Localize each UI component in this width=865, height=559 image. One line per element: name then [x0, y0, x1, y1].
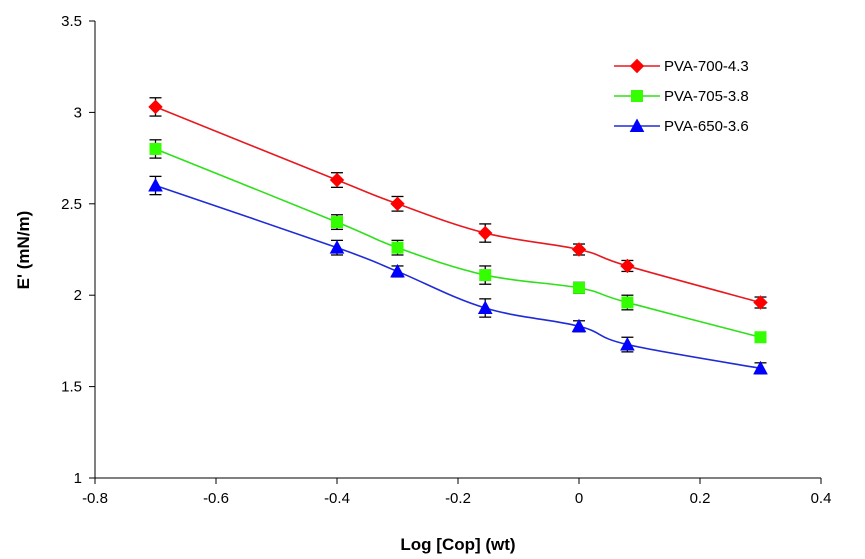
legend-marker [629, 118, 645, 132]
legend-entry-3: PVA-650-3.6 [614, 118, 749, 135]
data-point [753, 295, 768, 310]
data-point [148, 177, 163, 192]
x-tick-label: -0.2 [445, 490, 471, 507]
legend-label: PVA-650-3.6 [664, 118, 749, 135]
y-axis-title: E' (mN/m) [14, 211, 33, 290]
series-1 [148, 97, 768, 310]
data-point [477, 300, 493, 314]
legend-entry-2: PVA-705-3.8 [614, 88, 749, 105]
x-tick-label: -0.6 [203, 490, 229, 507]
data-point [754, 331, 767, 344]
series-line [155, 106, 761, 304]
data-point [573, 281, 585, 294]
y-tick-label: 3 [74, 104, 82, 121]
legend-label: PVA-705-3.8 [664, 88, 749, 105]
y-tick-label: 3.5 [61, 13, 82, 30]
x-tick-label: -0.8 [82, 490, 108, 507]
x-tick-label: -0.4 [324, 490, 350, 507]
data-point [571, 318, 587, 333]
data-point [391, 241, 404, 254]
legend-marker [631, 90, 643, 102]
data-point [390, 263, 405, 278]
data-point [149, 142, 162, 155]
legend: PVA-700-4.3 PVA-705-3.8 PVA-650-3.6 [614, 58, 749, 135]
data-point [620, 258, 635, 274]
data-point [753, 360, 768, 375]
series-line [155, 148, 761, 339]
y-tick-label: 2.5 [61, 196, 82, 213]
legend-marker [629, 58, 645, 74]
data-point [621, 296, 634, 309]
data-point [478, 225, 493, 241]
y-tick-label: 1.5 [61, 379, 82, 396]
series-layer [148, 97, 768, 375]
x-tick-label: 0.2 [690, 490, 711, 507]
legend-label: PVA-700-4.3 [664, 58, 749, 75]
data-point [329, 172, 345, 188]
x-tick-label: 0 [575, 490, 583, 507]
data-point [479, 269, 492, 282]
data-point [571, 242, 587, 257]
data-point [331, 216, 343, 229]
y-tick-label: 1 [74, 470, 82, 487]
x-axis-title: Log [Cop] (wt) [400, 535, 515, 554]
series-line [155, 184, 761, 370]
axes: 1 1.5 2 2.5 3 3.5 -0.8 -0.6 -0.4 -0.2 0 0.2 0.4 [61, 13, 831, 507]
data-point [329, 240, 345, 254]
legend-entry-1: PVA-700-4.3 [614, 58, 749, 75]
data-point [148, 99, 163, 115]
x-tick-label: 0.4 [811, 490, 832, 507]
series-2 [149, 139, 767, 344]
y-tick-label: 2 [74, 287, 82, 304]
series-3 [148, 175, 768, 375]
data-point [390, 196, 405, 212]
data-point [620, 337, 635, 351]
